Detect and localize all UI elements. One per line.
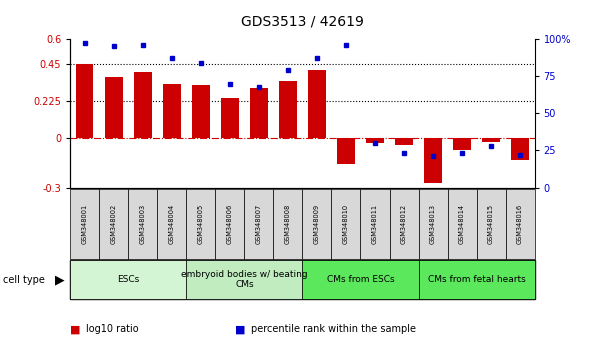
Bar [70,260,186,299]
Bar [337,138,354,164]
Bar [221,98,239,138]
Bar [128,189,158,259]
Bar [244,189,274,259]
Bar [70,189,99,259]
Bar [506,189,535,259]
Text: GSM348005: GSM348005 [198,204,204,244]
Bar [419,189,447,259]
Bar [331,189,360,259]
Bar [76,64,93,138]
Text: GSM348003: GSM348003 [140,204,146,244]
Text: CMs from fetal hearts: CMs from fetal hearts [428,275,525,284]
Bar [134,72,152,138]
Text: ▶: ▶ [55,273,65,286]
Text: ■: ■ [70,324,81,334]
Bar [511,138,529,160]
Bar [302,189,332,259]
Bar [163,84,181,138]
Text: cell type: cell type [3,275,45,285]
Bar [390,189,419,259]
Text: GSM348011: GSM348011 [372,204,378,244]
Text: GSM348012: GSM348012 [401,204,407,244]
Text: GSM348007: GSM348007 [256,204,262,244]
Bar [186,189,216,259]
Text: log10 ratio: log10 ratio [86,324,138,334]
Text: GSM348001: GSM348001 [82,204,88,244]
Bar [302,260,419,299]
Text: GSM348009: GSM348009 [314,204,320,244]
Bar [251,88,268,138]
Bar [186,260,302,299]
Text: GSM348002: GSM348002 [111,204,117,244]
Text: GSM348015: GSM348015 [488,204,494,244]
Bar [447,189,477,259]
Bar [367,138,384,143]
Bar [483,138,500,142]
Text: GSM348013: GSM348013 [430,204,436,244]
Bar [419,260,535,299]
Bar [105,77,122,138]
Bar [279,81,297,138]
Bar [424,138,442,183]
Text: GSM348016: GSM348016 [517,204,523,244]
Text: ESCs: ESCs [117,275,139,284]
Bar [216,189,244,259]
Bar [192,85,210,138]
Bar [477,189,506,259]
Text: CMs from ESCs: CMs from ESCs [327,275,394,284]
Bar [309,70,326,138]
Bar [274,189,302,259]
Text: GDS3513 / 42619: GDS3513 / 42619 [241,14,364,28]
Text: embryoid bodies w/ beating
CMs: embryoid bodies w/ beating CMs [181,270,308,289]
Bar [395,138,413,145]
Bar [453,138,470,150]
Text: GSM348014: GSM348014 [459,204,465,244]
Text: GSM348004: GSM348004 [169,204,175,244]
Bar [158,189,186,259]
Text: ■: ■ [235,324,246,334]
Bar [360,189,390,259]
Text: GSM348006: GSM348006 [227,204,233,244]
Bar [100,189,128,259]
Text: percentile rank within the sample: percentile rank within the sample [251,324,415,334]
Text: GSM348008: GSM348008 [285,204,291,244]
Text: GSM348010: GSM348010 [343,204,349,244]
